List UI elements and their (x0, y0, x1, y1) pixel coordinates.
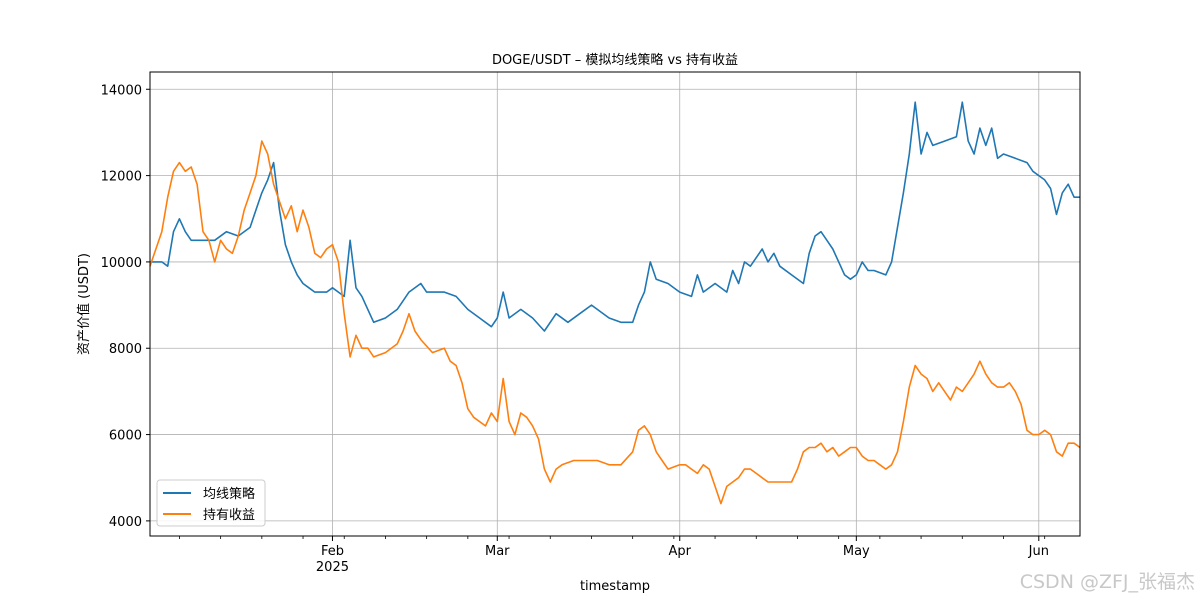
chart-title: DOGE/USDT – 模拟均线策略 vs 持有收益 (492, 52, 738, 68)
y-tick-label: 8000 (109, 342, 142, 357)
y-axis-label: 资产价值 (USDT) (76, 253, 92, 355)
legend: 均线策略 持有收益 (156, 479, 266, 527)
legend-label-strategy: 均线策略 (203, 486, 255, 502)
x-tick-label: Apr (668, 544, 691, 559)
y-tick-label: 6000 (109, 429, 142, 444)
y-tick-label: 14000 (101, 83, 142, 98)
series-layer (149, 101, 1081, 505)
hold-line (149, 140, 1081, 505)
watermark: CSDN @ZFJ_张福杰 (1020, 571, 1195, 593)
x-tick-year-label: 2025 (316, 560, 349, 575)
strategy-line (150, 101, 1080, 332)
x-axis-label: timestamp (580, 579, 650, 594)
x-tick-label: May (843, 544, 870, 559)
legend-label-hold: 持有收益 (203, 508, 255, 523)
grid-layer (150, 72, 1080, 536)
x-tick-label: Jun (1028, 544, 1049, 559)
plot-frame (149, 71, 1081, 537)
y-tick-label: 4000 (109, 515, 142, 530)
y-tick-label: 10000 (101, 256, 142, 271)
x-tick-label: Feb (321, 544, 344, 559)
y-tick-label: 12000 (101, 170, 142, 185)
x-tick-label: Mar (485, 544, 510, 559)
